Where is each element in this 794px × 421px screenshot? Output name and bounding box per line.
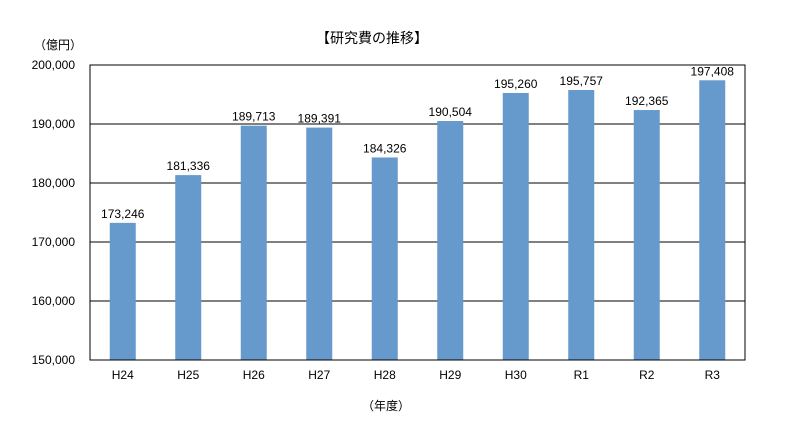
x-tick-label: H26 [243, 368, 265, 382]
x-tick-label: H25 [177, 368, 199, 382]
bars [109, 80, 726, 361]
bar [371, 157, 398, 360]
x-tick-label: R2 [639, 368, 655, 382]
bar-value-label: 189,713 [232, 110, 276, 124]
x-tick-label: H29 [439, 368, 461, 382]
bar-value-label: 189,391 [298, 112, 342, 126]
y-axis-unit-label: （億円） [34, 38, 82, 52]
bar-value-label: 195,757 [560, 74, 604, 88]
bar [699, 80, 726, 361]
y-tick-label: 160,000 [32, 294, 76, 308]
bar-value-label: 195,260 [494, 77, 538, 91]
x-tick-label: R1 [574, 368, 590, 382]
y-tick-label: 180,000 [32, 176, 76, 190]
chart-title: 【研究費の推移】 [316, 30, 428, 46]
x-tick-label: H30 [505, 368, 527, 382]
bar-value-label: 197,408 [691, 64, 735, 78]
y-tick-label: 170,000 [32, 235, 76, 249]
x-axis-label: （年度） [362, 398, 410, 413]
y-tick-label: 150,000 [32, 353, 76, 367]
bar [109, 222, 136, 360]
y-tick-label: 200,000 [32, 58, 76, 72]
bar-value-label: 192,365 [625, 94, 669, 108]
x-tick-label: H24 [112, 368, 134, 382]
bar-value-label: 190,504 [429, 105, 473, 119]
x-tick-label: H27 [308, 368, 330, 382]
x-axis-tick-labels: H24 H25 H26 H27 H28 H29 H30 R1 R2 R3 [112, 368, 721, 382]
bar [568, 90, 595, 361]
bar [175, 175, 202, 360]
bar [240, 125, 267, 360]
y-axis-tick-labels: 150,000 160,000 170,000 180,000 190,000 200,0… [32, 58, 76, 367]
bar-value-label: 173,246 [101, 207, 145, 221]
y-tick-label: 190,000 [32, 117, 76, 131]
data-labels: 173,246 181,336 189,713 189,391 184,326 190,5… [101, 64, 734, 221]
bar-value-label: 184,326 [363, 141, 407, 155]
x-tick-label: H28 [374, 368, 396, 382]
bar-value-label: 181,336 [167, 159, 211, 173]
bar [437, 121, 464, 360]
plot-area-border [89, 64, 746, 361]
x-tick-label: R3 [705, 368, 721, 382]
bar [502, 92, 529, 360]
bar [306, 127, 333, 360]
bar [633, 110, 660, 360]
